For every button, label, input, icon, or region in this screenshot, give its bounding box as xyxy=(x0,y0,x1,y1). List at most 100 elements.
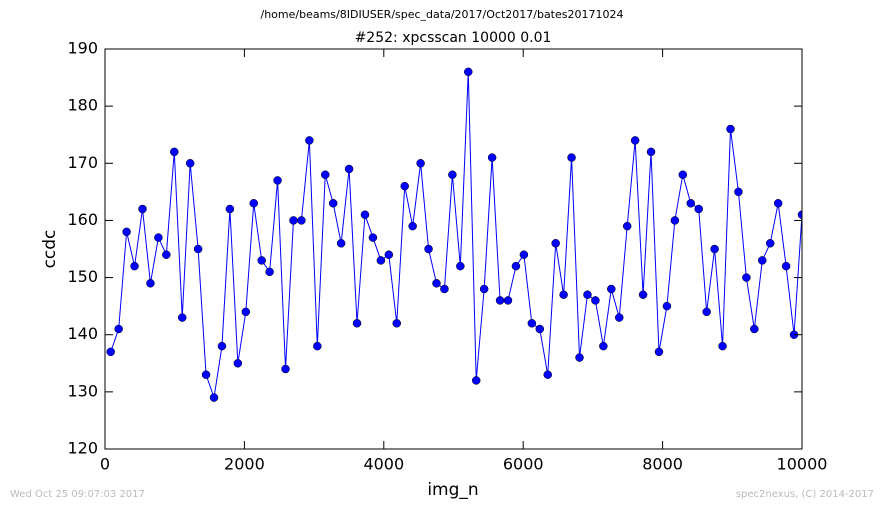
data-point xyxy=(432,279,441,288)
data-point xyxy=(392,319,402,328)
y-tick-label: 120 xyxy=(67,439,98,458)
data-point xyxy=(583,290,592,299)
data-point xyxy=(114,324,123,334)
data-point xyxy=(162,250,171,259)
plot-area xyxy=(106,67,802,402)
x-axis-label: img_n xyxy=(427,480,478,500)
data-point xyxy=(781,261,791,271)
data-point xyxy=(177,313,187,322)
data-point xyxy=(638,290,648,299)
x-tick-label: 6000 xyxy=(503,455,544,474)
data-point xyxy=(567,153,576,162)
data-point xyxy=(297,216,306,225)
data-point xyxy=(201,370,211,379)
data-point xyxy=(495,296,505,305)
data-point xyxy=(591,296,600,305)
data-point xyxy=(797,210,802,219)
data-point xyxy=(750,324,759,334)
data-point xyxy=(321,170,330,179)
data-point xyxy=(170,147,179,157)
data-point xyxy=(630,136,640,145)
data-point xyxy=(138,204,147,214)
data-point xyxy=(519,250,529,259)
data-point xyxy=(233,359,243,368)
data-point xyxy=(487,153,497,162)
data-point xyxy=(670,216,680,225)
data-point xyxy=(344,164,354,174)
suptitle: /home/beams/8IDIUSER/spec_data/2017/Oct2… xyxy=(261,8,624,21)
data-point xyxy=(607,284,616,294)
x-tick-label: 0 xyxy=(100,455,110,474)
data-point xyxy=(702,307,711,317)
data-point xyxy=(773,199,783,208)
data-point xyxy=(106,347,115,357)
data-point xyxy=(440,284,449,294)
data-point xyxy=(734,187,743,197)
data-point xyxy=(352,319,362,328)
data-point xyxy=(376,256,386,265)
data-point xyxy=(368,233,378,242)
data-point xyxy=(471,376,481,385)
data-point xyxy=(456,261,465,271)
data-point xyxy=(678,170,688,179)
data-point xyxy=(400,181,409,191)
x-tick-label: 4000 xyxy=(363,455,404,474)
data-point xyxy=(765,239,775,248)
data-point xyxy=(758,256,767,265)
y-tick-label: 180 xyxy=(67,96,98,115)
data-point xyxy=(448,170,457,179)
data-point xyxy=(551,239,560,248)
data-point xyxy=(225,204,235,214)
data-point xyxy=(559,290,568,299)
data-point xyxy=(328,199,338,208)
data-point xyxy=(154,233,163,242)
data-point xyxy=(646,147,656,157)
data-point xyxy=(305,136,314,145)
axes-frame xyxy=(104,48,803,450)
data-point xyxy=(122,227,131,237)
data-point xyxy=(726,124,735,134)
data-point xyxy=(241,307,251,317)
y-tick-label: 160 xyxy=(67,210,98,229)
data-point xyxy=(185,159,195,168)
data-point xyxy=(479,284,489,294)
x-tick-label: 10000 xyxy=(777,455,828,474)
data-point xyxy=(686,199,696,208)
data-point xyxy=(503,296,513,305)
data-point xyxy=(622,221,632,231)
data-point xyxy=(217,341,227,351)
data-point xyxy=(543,370,552,379)
data-point xyxy=(209,393,219,402)
timestamp: Wed Oct 25 09:07:03 2017 xyxy=(10,489,145,500)
data-point xyxy=(193,244,203,254)
data-point xyxy=(313,341,322,351)
data-point xyxy=(575,353,584,362)
x-tick-label: 8000 xyxy=(642,455,683,474)
data-point xyxy=(249,199,258,208)
data-point xyxy=(265,267,274,277)
data-point xyxy=(527,319,537,328)
data-point xyxy=(281,364,290,374)
data-point xyxy=(710,244,719,254)
y-tick-label: 150 xyxy=(67,267,98,286)
data-point xyxy=(273,176,282,185)
data-line xyxy=(110,71,802,398)
data-point xyxy=(384,250,394,259)
data-point xyxy=(654,347,664,357)
y-axis-label: ccdc xyxy=(40,230,60,269)
data-point xyxy=(742,273,751,282)
credit: spec2nexus, (C) 2014-2017 xyxy=(736,489,874,500)
data-point xyxy=(535,324,545,334)
data-point xyxy=(464,67,473,77)
data-point xyxy=(146,279,155,288)
data-point xyxy=(289,216,298,225)
data-point xyxy=(336,239,346,248)
data-point xyxy=(408,221,417,231)
data-point xyxy=(694,204,703,214)
data-point xyxy=(511,261,521,271)
data-point xyxy=(416,159,425,168)
data-point xyxy=(130,261,139,271)
data-point xyxy=(257,256,266,265)
data-point xyxy=(599,341,608,351)
